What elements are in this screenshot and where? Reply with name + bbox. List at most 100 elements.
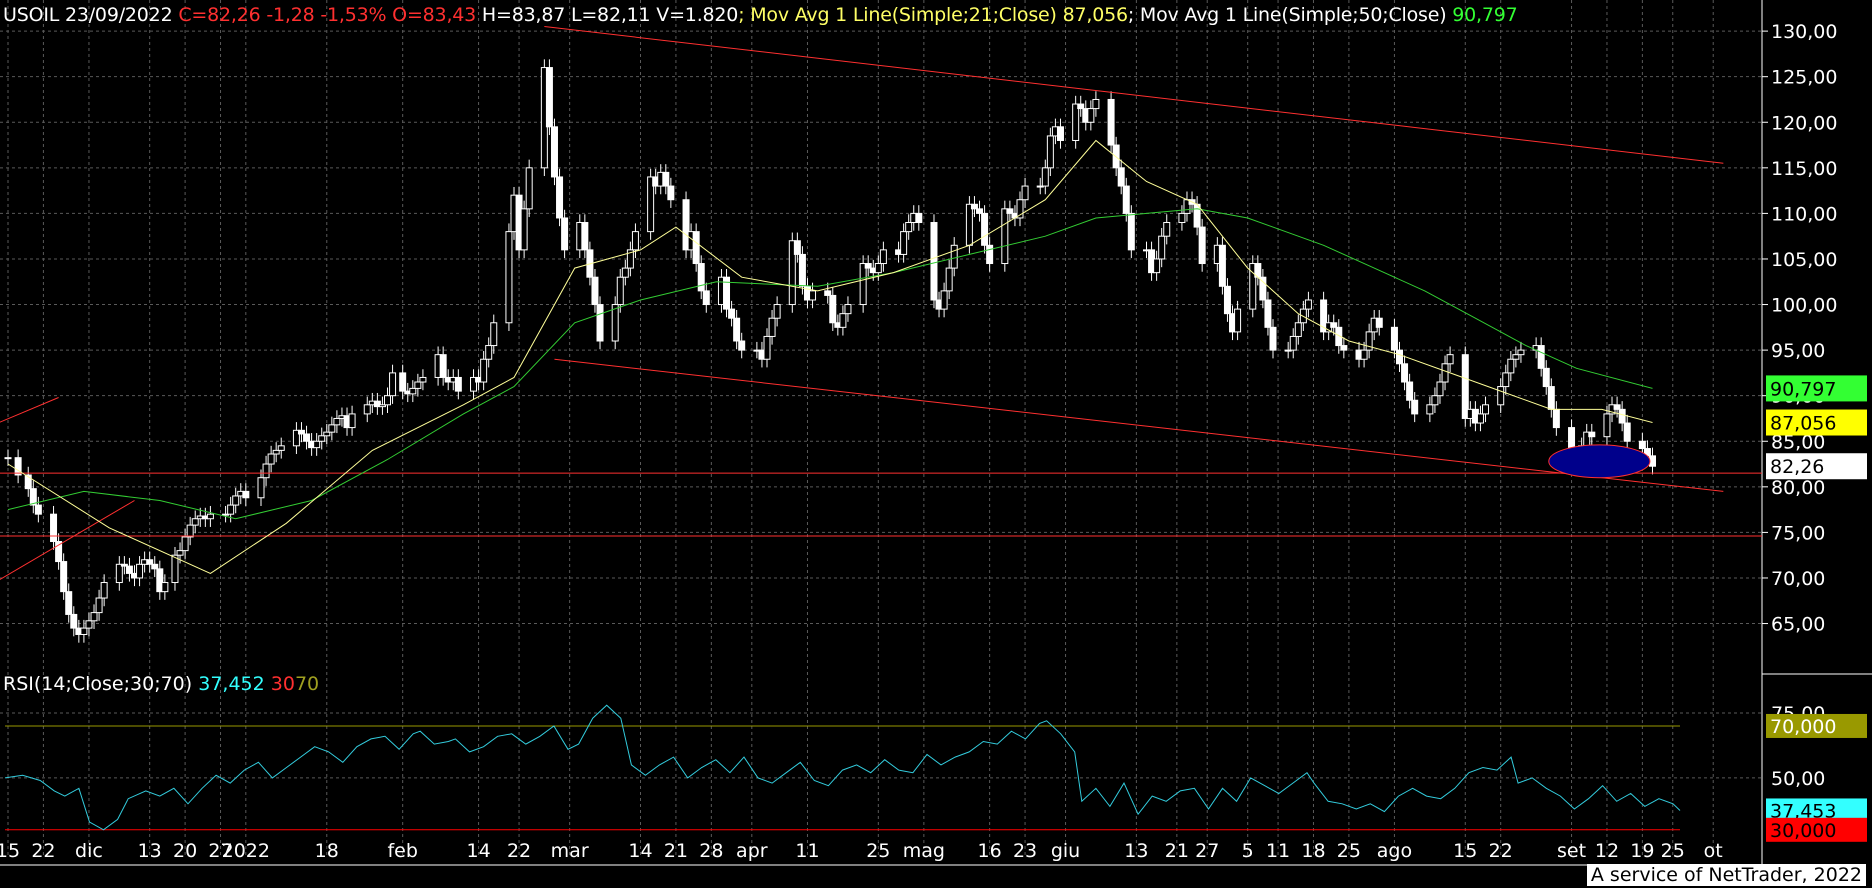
candle-body: [763, 335, 771, 360]
symbol-date: USOIL 23/09/2022: [3, 4, 173, 26]
candle-body: [272, 449, 280, 455]
y-tick-label: 65,00: [1771, 614, 1825, 636]
y-tick-label: 105,00: [1771, 249, 1837, 271]
candle-body: [1072, 103, 1080, 141]
candle-body: [1092, 98, 1100, 110]
x-tick-label: giu: [1051, 840, 1080, 862]
candle-body: [844, 304, 852, 315]
candle-body: [328, 424, 336, 433]
trendline: [0, 397, 59, 423]
ma50-value: 90,797: [1452, 4, 1518, 26]
rsi-label: RSI(14;Close;30;70): [3, 673, 193, 695]
candle-body: [95, 597, 103, 614]
rsi-low: 30: [270, 673, 295, 695]
ma21-value: 87,056: [1062, 4, 1128, 26]
candle-body: [616, 276, 624, 306]
price-label-text: 90,797: [1770, 378, 1836, 400]
candle-body: [1036, 185, 1044, 188]
candle-body: [1497, 386, 1505, 406]
candle-body: [723, 276, 731, 310]
candle-body: [1547, 386, 1555, 410]
candle-body: [1461, 354, 1469, 419]
x-tick-label: 22: [507, 840, 531, 862]
x-tick-label: 15: [1453, 840, 1477, 862]
candle-body: [1046, 135, 1054, 169]
candle-body: [333, 417, 341, 426]
candle-body: [1289, 335, 1297, 351]
candle-body: [829, 294, 837, 324]
x-tick-label: 22: [1489, 840, 1513, 862]
rsi-label-text: 70,000: [1770, 716, 1836, 738]
candle-body: [581, 222, 589, 251]
candle-body: [80, 627, 88, 635]
candle-body: [323, 431, 331, 437]
candle-body: [115, 563, 123, 584]
x-tick-label: 13: [138, 840, 162, 862]
candle-body: [1396, 349, 1403, 365]
candle-body: [1127, 212, 1135, 251]
candle-body: [454, 376, 462, 392]
ma50-line: [7, 208, 1653, 520]
candle-body: [864, 263, 872, 269]
y-tick-label: 100,00: [1771, 295, 1837, 317]
candle-body: [1163, 222, 1171, 237]
candle-body: [520, 208, 528, 251]
trendline: [544, 26, 1724, 164]
candle-body: [1340, 345, 1348, 351]
x-tick-label: 18: [315, 840, 339, 862]
rsi-line: [4, 704, 1681, 831]
candle-body: [186, 524, 194, 538]
candle-body: [900, 231, 908, 255]
candle-body: [378, 404, 386, 408]
candle-body: [611, 304, 619, 342]
x-tick-label: apr: [736, 840, 768, 862]
candle-body: [824, 290, 832, 296]
candle-body: [1153, 258, 1161, 274]
candle-body: [363, 404, 371, 415]
y-tick-label: 115,00: [1771, 158, 1837, 180]
candle-body: [1603, 413, 1611, 438]
x-tick-label: 25: [866, 840, 890, 862]
candle-body: [682, 199, 690, 251]
candle-body: [1249, 263, 1257, 310]
candle-body: [773, 304, 781, 319]
candle-body: [1001, 208, 1009, 265]
candle-body: [930, 222, 938, 301]
candle-body: [1178, 212, 1186, 224]
x-tick-label: 22: [31, 840, 55, 862]
rsi-label-text: 30,000: [1770, 820, 1836, 842]
candle-body: [419, 376, 427, 383]
x-tick-label: mar: [551, 840, 589, 862]
candle-body: [940, 290, 948, 310]
candle-body: [1441, 363, 1449, 383]
candle-body: [120, 563, 128, 567]
y-tick-label: 80,00: [1771, 477, 1825, 499]
candle-body: [505, 231, 513, 324]
candle-body: [1406, 381, 1414, 401]
ma21-label: ; Mov Avg 1 Line(Simple;21;Close): [738, 4, 1057, 26]
x-tick-label: 13: [1124, 840, 1148, 862]
rsi-header: RSI(14;Close;30;70) 37,452 3070: [3, 673, 319, 695]
x-tick-label: 18: [1301, 840, 1325, 862]
candle-body: [181, 536, 189, 552]
candle-body: [561, 217, 569, 251]
candle-body: [292, 429, 300, 447]
x-tick-label: ot: [1704, 840, 1723, 862]
candle-body: [318, 435, 326, 442]
candle-body: [262, 463, 270, 479]
candle-body: [1446, 354, 1454, 365]
x-tick-label: 28: [699, 840, 723, 862]
candle-body: [1476, 413, 1484, 424]
candle-body: [242, 490, 250, 499]
candle-body: [1294, 322, 1302, 337]
candle-body: [34, 504, 42, 515]
candle-body: [1618, 408, 1626, 424]
candle-body: [986, 244, 994, 265]
candle-body: [1223, 285, 1231, 315]
x-tick-label: 11: [1266, 840, 1290, 862]
candle-body: [1365, 331, 1373, 351]
rsi-value: 37,452: [198, 673, 265, 695]
candle-body: [470, 376, 478, 392]
x-tick-label: 23: [1013, 840, 1037, 862]
